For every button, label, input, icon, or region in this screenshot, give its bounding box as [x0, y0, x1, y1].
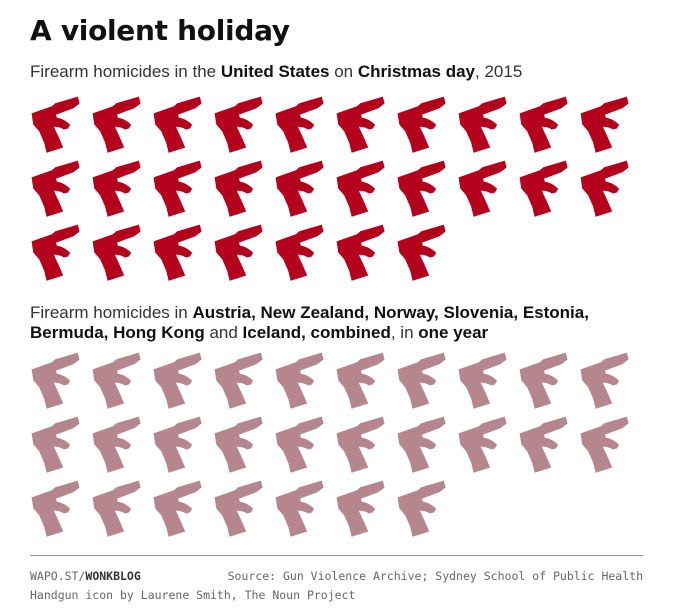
handgun-icon — [151, 160, 212, 219]
handgun-icon — [29, 160, 90, 219]
handgun-icon — [90, 416, 151, 475]
handgun-icon — [90, 224, 151, 283]
handgun-icon — [29, 352, 90, 411]
subtitle-part: one year — [418, 323, 489, 342]
handgun-icon — [212, 352, 273, 411]
handgun-icon — [456, 96, 517, 155]
handgun-icon — [151, 416, 212, 475]
handgun-icon — [334, 160, 395, 219]
handgun-icon — [517, 352, 578, 411]
handgun-icon — [29, 96, 90, 155]
subtitle-part: Firearm homicides in the — [30, 62, 221, 81]
handgun-icon — [517, 416, 578, 475]
handgun-icon — [90, 160, 151, 219]
handgun-icon — [273, 160, 334, 219]
subtitle-part: Austria, New Zealand, Norway, Slovenia, … — [30, 303, 589, 342]
handgun-icon — [517, 160, 578, 219]
handgun-icon — [90, 480, 151, 539]
handgun-icon — [90, 96, 151, 155]
handgun-icon — [334, 352, 395, 411]
handgun-icon — [456, 160, 517, 219]
section-combined-subtitle: Firearm homicides in Austria, New Zealan… — [30, 303, 650, 343]
chart-title: A violent holiday — [30, 14, 290, 47]
footer-divider — [30, 555, 643, 556]
handgun-icon — [395, 224, 456, 283]
handgun-icon — [395, 416, 456, 475]
handgun-icon — [273, 480, 334, 539]
handgun-icon — [456, 352, 517, 411]
handgun-icon — [578, 96, 639, 155]
subtitle-part: Christmas day — [357, 62, 476, 81]
handgun-icon — [151, 96, 212, 155]
subtitle-part: on — [329, 62, 358, 81]
handgun-icon — [273, 96, 334, 155]
handgun-icon — [395, 480, 456, 539]
subtitle-part: United States — [220, 62, 330, 81]
handgun-icon — [29, 416, 90, 475]
handgun-icon — [334, 96, 395, 155]
subtitle-part: Iceland, combined — [242, 323, 391, 342]
handgun-icon — [578, 352, 639, 411]
handgun-icon — [395, 352, 456, 411]
handgun-icon — [578, 160, 639, 219]
footer-credit: Handgun icon by Laurene Smith, The Noun … — [30, 588, 356, 602]
subtitle-part: , 2015 — [475, 62, 523, 81]
handgun-icon — [517, 96, 578, 155]
subtitle-part: Firearm homicides in — [30, 303, 193, 322]
handgun-icon — [334, 224, 395, 283]
handgun-icon — [456, 416, 517, 475]
handgun-icon — [212, 416, 273, 475]
pictogram-group — [29, 352, 639, 539]
handgun-icon — [151, 480, 212, 539]
handgun-icon — [212, 96, 273, 155]
handgun-icon — [151, 352, 212, 411]
handgun-icon — [29, 224, 90, 283]
section-us-subtitle: Firearm homicides in the United States o… — [30, 62, 522, 82]
handgun-icon — [90, 352, 151, 411]
footer-site-url: WAPO.ST/ — [30, 569, 86, 583]
footer-section: WONKBLOG — [85, 569, 141, 583]
handgun-icon — [334, 480, 395, 539]
handgun-icon — [212, 160, 273, 219]
subtitle-part: , in — [390, 323, 419, 342]
pictogram-group — [29, 96, 639, 283]
handgun-icon — [273, 416, 334, 475]
subtitle-part: and — [204, 323, 243, 342]
handgun-icon — [395, 160, 456, 219]
handgun-icon — [273, 352, 334, 411]
handgun-icon — [212, 224, 273, 283]
handgun-icon — [29, 480, 90, 539]
pictogram-chart — [29, 96, 639, 539]
handgun-icon — [212, 480, 273, 539]
handgun-icon — [578, 416, 639, 475]
footer-source: Source: Gun Violence Archive; Sydney Sch… — [227, 569, 643, 583]
handgun-icon — [273, 224, 334, 283]
handgun-icon — [334, 416, 395, 475]
handgun-icon — [151, 224, 212, 283]
footer-site: WAPO.ST/WONKBLOG — [30, 569, 141, 583]
handgun-icon — [395, 96, 456, 155]
